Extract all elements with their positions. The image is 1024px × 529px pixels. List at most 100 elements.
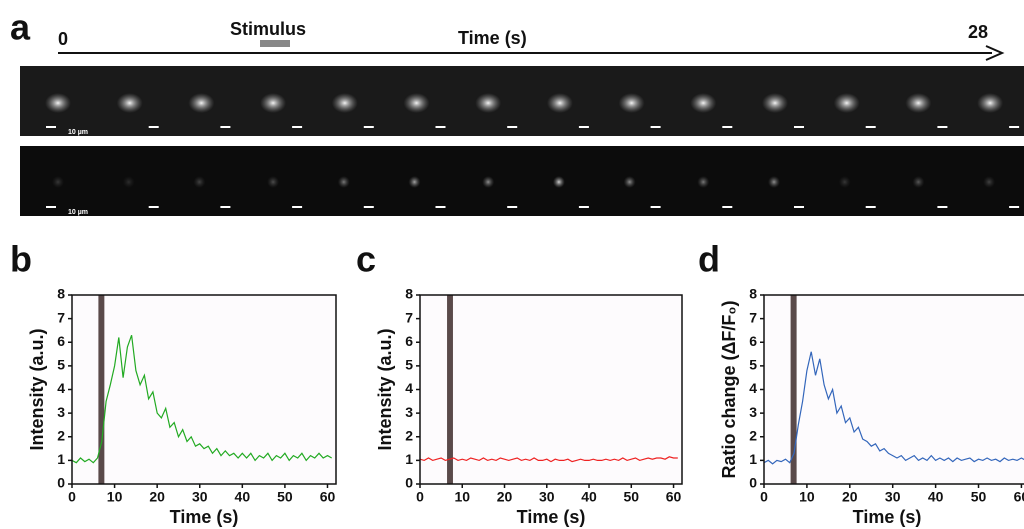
- y-axis-label: Intensity (a.u.): [375, 328, 395, 450]
- cell-spot: [912, 176, 925, 188]
- cell-spot: [552, 176, 565, 188]
- y-axis-label: Ratio change (ΔF/F₀): [719, 300, 739, 478]
- cell-spot: [697, 176, 710, 188]
- panel-label: a: [10, 7, 31, 48]
- cell-spot: [408, 176, 421, 188]
- y-tick-label: 5: [749, 357, 757, 373]
- cell-spot: [977, 93, 1004, 113]
- cell-spot: [833, 93, 860, 113]
- image-strips: [20, 66, 1024, 216]
- cell-spot: [52, 176, 64, 188]
- cell-spot: [618, 93, 645, 113]
- x-tick-label: 60: [666, 489, 682, 505]
- cell-spot: [188, 93, 215, 113]
- stimulus-band: [98, 295, 105, 484]
- x-tick-label: 0: [416, 489, 424, 505]
- plot-background: [420, 295, 682, 484]
- plot-background: [764, 295, 1024, 484]
- cell-spot: [45, 93, 71, 113]
- stimulus-marker: [260, 40, 290, 47]
- cell-spot: [905, 93, 932, 113]
- cell-spot: [331, 93, 358, 113]
- x-tick-label: 30: [192, 489, 208, 505]
- x-tick-label: 40: [581, 489, 597, 505]
- x-tick-label: 20: [149, 489, 165, 505]
- x-tick-label: 30: [885, 489, 901, 505]
- stimulus-band: [790, 295, 797, 484]
- y-tick-label: 7: [57, 309, 65, 325]
- panel-label: b: [10, 239, 32, 280]
- x-axis-label: Time (s): [170, 507, 239, 527]
- cell-spot: [403, 93, 430, 113]
- y-tick-label: 3: [57, 404, 65, 420]
- y-tick-label: 1: [749, 451, 757, 467]
- stimulus-label: Stimulus: [230, 19, 306, 39]
- y-tick-label: 1: [405, 451, 413, 467]
- y-tick-label: 7: [749, 309, 757, 325]
- y-tick-label: 2: [749, 427, 757, 443]
- timeline-start: 0: [58, 29, 68, 49]
- y-tick-label: 4: [405, 380, 413, 396]
- cell-spot: [546, 93, 573, 113]
- panel-label: d: [698, 239, 720, 280]
- y-axis-label: Intensity (a.u.): [27, 328, 47, 450]
- y-tick-label: 0: [749, 475, 757, 491]
- plot-background: [72, 295, 336, 484]
- y-tick-label: 5: [405, 357, 413, 373]
- y-tick-label: 6: [57, 333, 65, 349]
- cell-spot: [983, 176, 996, 188]
- y-tick-label: 0: [57, 475, 65, 491]
- x-tick-label: 10: [799, 489, 815, 505]
- x-tick-label: 10: [454, 489, 470, 505]
- x-axis-label: Time (s): [517, 507, 586, 527]
- y-tick-label: 4: [57, 380, 65, 396]
- y-tick-label: 2: [57, 427, 65, 443]
- cell-spot: [193, 176, 206, 188]
- cell-spot: [116, 93, 143, 113]
- image-strip: [20, 146, 1024, 216]
- scale-bar-label: 10 µm: [68, 129, 88, 136]
- stimulus-band: [447, 295, 453, 484]
- x-tick-label: 60: [320, 489, 336, 505]
- y-tick-label: 8: [57, 286, 65, 302]
- trace: [71, 334, 332, 464]
- cell-spot: [122, 176, 135, 188]
- y-tick-label: 5: [57, 357, 65, 373]
- cell-spot: [762, 93, 788, 113]
- y-tick-label: 6: [749, 333, 757, 349]
- x-tick-label: 40: [235, 489, 251, 505]
- x-tick-label: 50: [277, 489, 293, 505]
- scale-bar-label: 10 µm: [68, 209, 88, 216]
- x-tick-label: 0: [68, 489, 76, 505]
- y-tick-label: 8: [405, 286, 413, 302]
- cell-spot: [482, 176, 495, 188]
- cell-spot: [690, 93, 717, 113]
- image-strip: [20, 66, 1024, 136]
- x-tick-label: 50: [971, 489, 987, 505]
- arrow-head: [985, 45, 1005, 61]
- timeline-label: Time (s): [458, 28, 527, 48]
- x-axis-label: Time (s): [853, 507, 922, 527]
- x-tick-label: 40: [928, 489, 944, 505]
- x-tick-label: 0: [760, 489, 768, 505]
- x-tick-label: 20: [497, 489, 513, 505]
- y-tick-label: 1: [57, 451, 65, 467]
- cell-spot: [768, 176, 780, 188]
- y-tick-label: 4: [749, 380, 757, 396]
- x-tick-label: 20: [842, 489, 858, 505]
- x-tick-label: 10: [107, 489, 123, 505]
- x-tick-label: 30: [539, 489, 555, 505]
- y-tick-label: 3: [749, 404, 757, 420]
- y-tick-label: 2: [405, 427, 413, 443]
- cell-spot: [337, 176, 350, 188]
- y-tick-label: 3: [405, 404, 413, 420]
- cell-spot: [475, 93, 502, 113]
- cell-spot: [260, 93, 287, 113]
- x-tick-label: 60: [1014, 489, 1024, 505]
- cell-spot: [623, 176, 636, 188]
- y-tick-label: 8: [749, 286, 757, 302]
- trace: [763, 351, 1024, 465]
- trace: [419, 456, 678, 463]
- cell-spot: [267, 176, 280, 188]
- y-tick-label: 6: [405, 333, 413, 349]
